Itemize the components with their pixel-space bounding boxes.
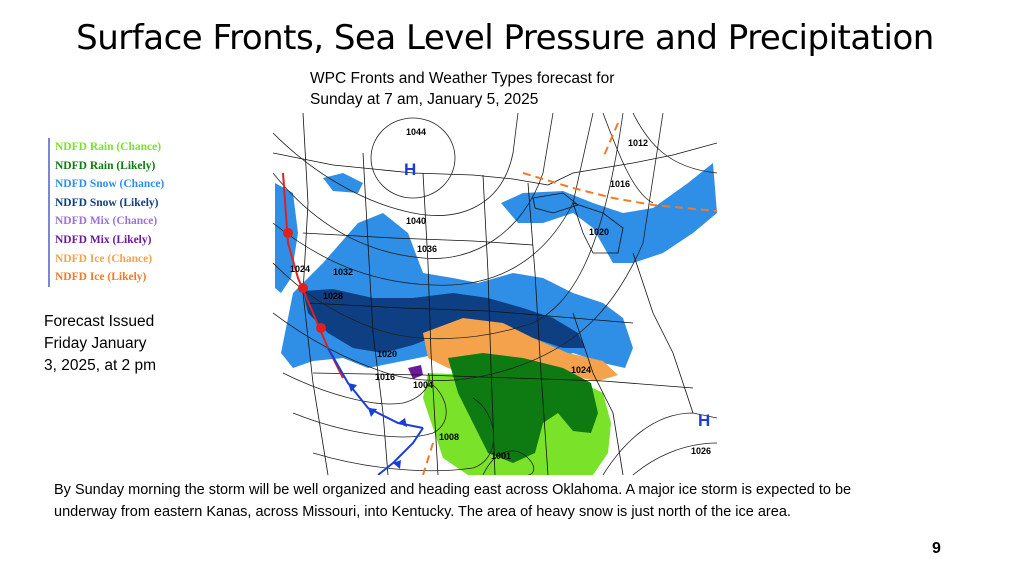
isobar-label: 1024 (290, 264, 310, 274)
state-line (312, 372, 694, 389)
legend-rain-chance: NDFD Rain (Chance) (55, 141, 162, 153)
isobar-label: 1004 (413, 380, 433, 390)
isobar (602, 113, 654, 204)
state-line (362, 152, 389, 475)
isobar-label: 1036 (417, 244, 437, 254)
isobar-labels: 1044 1012 1016 1040 1036 1020 1024 1032 … (290, 127, 711, 461)
high-pressure-east: H (698, 411, 710, 430)
trough-line (522, 172, 717, 212)
precip-areas (275, 163, 717, 475)
isobar (273, 113, 554, 259)
state-line (302, 232, 534, 246)
cold-front-teeth (348, 383, 407, 469)
legend-mix-likely: NDFD Mix (Likely) (55, 233, 152, 246)
state-line (572, 312, 624, 475)
legend-rain-likely: NDFD Rain (Likely) (55, 159, 156, 172)
isobar-label: 1040 (406, 216, 426, 226)
isobar (632, 442, 717, 475)
isobar-label: 1032 (333, 267, 353, 277)
isobar (273, 113, 594, 286)
trough-line-north (602, 122, 619, 159)
isobar (482, 450, 535, 475)
cold-front-south (377, 427, 424, 475)
fronts (282, 122, 717, 475)
mix-likely-area (408, 365, 423, 379)
isobars (273, 113, 717, 475)
isobar (292, 384, 447, 438)
subtitle-line-1: WPC Fronts and Weather Types forecast fo… (310, 70, 615, 87)
state-line (307, 302, 634, 324)
issued-line-3: 3, 2025, at 2 pm (44, 357, 157, 374)
snow-chance-area-northeast (501, 163, 717, 263)
isobar (273, 113, 519, 216)
great-lake (532, 192, 579, 214)
state-line (527, 182, 549, 475)
isobar-label: 1001 (491, 451, 511, 461)
state-line (422, 172, 439, 475)
isobar-label: 1012 (628, 138, 648, 148)
isobar-label: 1024 (571, 365, 591, 375)
isobar-label: 1020 (589, 227, 609, 237)
warm-front-bumps (283, 228, 326, 333)
legend-snow-chance: NDFD Snow (Chance) (55, 178, 165, 191)
isobar-label: 1028 (323, 291, 343, 301)
isobar (312, 397, 495, 472)
isobar (370, 117, 456, 199)
issued-line-1: Forecast Issued (44, 313, 155, 330)
weather-map: 1044 1012 1016 1040 1036 1020 1024 1032 … (273, 113, 717, 475)
slide-caption: By Sunday morning the storm will be well… (54, 482, 852, 520)
isobar-label: 1008 (439, 432, 459, 442)
trough-line-south (422, 442, 434, 475)
subtitle-line-2: Sunday at 7 am, January 5, 2025 (310, 91, 539, 108)
map-subtitle: WPC Fronts and Weather Types forecast fo… (310, 68, 614, 110)
isobar-label: 1016 (375, 372, 395, 382)
isobar-label: 1026 (691, 446, 711, 456)
isobar (632, 113, 717, 174)
isobar (273, 113, 624, 340)
rain-likely-area (448, 353, 598, 463)
snow-chance-area-plains (323, 173, 363, 193)
isobar-label: 1016 (610, 179, 630, 189)
precip-legend: NDFD Rain (Chance) NDFD Rain (Likely) ND… (48, 138, 164, 287)
political-boundaries (273, 113, 717, 475)
slide-title: Surface Fronts, Sea Level Pressure and P… (76, 18, 934, 58)
high-pressure-north: H (404, 160, 416, 179)
forecast-issued: Forecast Issued Friday January 3, 2025, … (44, 311, 156, 377)
page-number: 9 (932, 540, 941, 557)
isobar (273, 113, 664, 381)
state-line (482, 174, 496, 475)
border-line (547, 142, 717, 186)
legend-ice-chance: NDFD Ice (Chance) (55, 252, 153, 265)
issued-line-2: Friday January (44, 335, 147, 352)
isobar (602, 412, 717, 475)
coastline (632, 252, 694, 414)
isobar-label: 1044 (406, 127, 426, 137)
border-line (273, 152, 549, 186)
legend-ice-likely: NDFD Ice (Likely) (55, 271, 147, 284)
isobar (282, 372, 430, 405)
snow-chance-area-west (275, 183, 298, 293)
legend-snow-likely: NDFD Snow (Likely) (55, 196, 159, 209)
isobar-label: 1020 (377, 349, 397, 359)
legend-mix-chance: NDFD Mix (Chance) (55, 215, 158, 228)
